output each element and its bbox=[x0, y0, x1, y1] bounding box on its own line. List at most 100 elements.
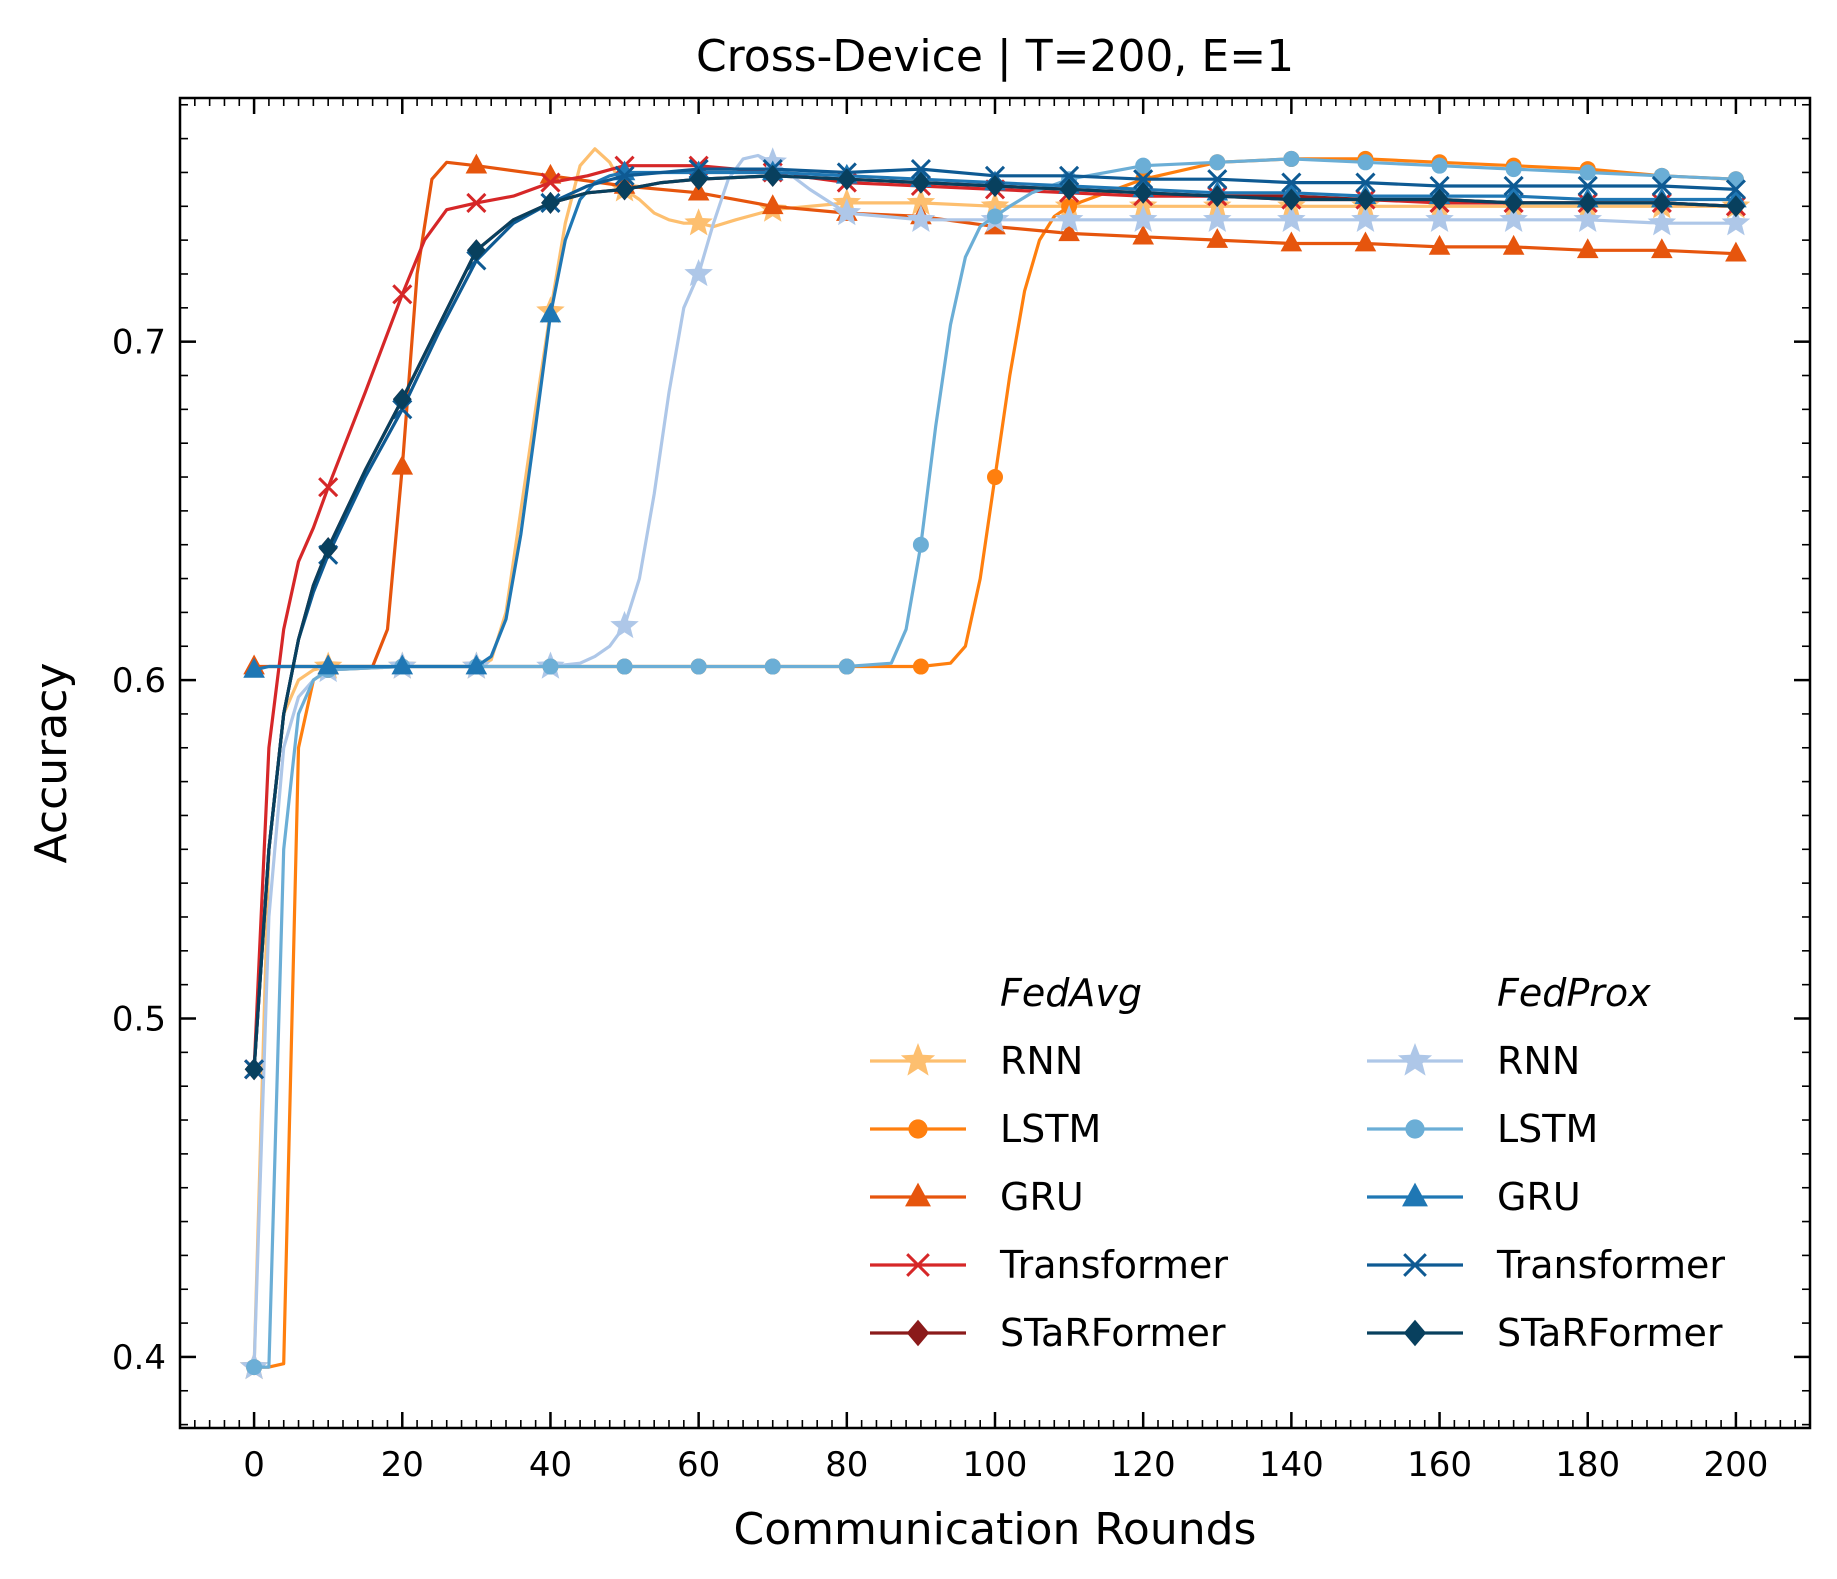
series-marker-fp-starformer bbox=[1578, 191, 1598, 214]
legend-group-title: FedProx bbox=[1497, 971, 1651, 1015]
series-marker-fa-gru bbox=[1280, 231, 1303, 252]
legend-marker bbox=[900, 1043, 936, 1076]
series-marker-fp-gru bbox=[391, 654, 414, 675]
series-marker-fa-gru bbox=[1206, 228, 1229, 248]
series-marker-fp-starformer bbox=[615, 178, 634, 201]
series-marker-fp-gru bbox=[243, 657, 265, 678]
series-marker-fp-starformer bbox=[1504, 191, 1523, 214]
legend-item-fp-transformer: Transformer bbox=[1367, 1243, 1725, 1287]
series-marker-fa-gru bbox=[1502, 234, 1525, 255]
series-marker-fp-gru bbox=[317, 654, 339, 675]
series-marker-fp-rnn bbox=[832, 198, 862, 226]
series-marker-fp-transformer bbox=[1651, 175, 1672, 197]
legend-label: STaRFormer bbox=[1000, 1311, 1226, 1355]
series-marker-fp-transformer bbox=[1059, 165, 1080, 186]
series-marker-fa-gru bbox=[687, 180, 710, 201]
legend-label: LSTM bbox=[1000, 1107, 1101, 1151]
series-marker-fp-starformer bbox=[985, 174, 1005, 197]
legend-item-fp-gru: GRU bbox=[1367, 1175, 1581, 1219]
series-marker-fp-lstm bbox=[1357, 154, 1374, 171]
series-marker-fa-gru bbox=[1354, 231, 1377, 252]
ticks-layer bbox=[179, 98, 1811, 1428]
legend-item-fp-starformer: STaRFormer bbox=[1367, 1311, 1723, 1355]
series-marker-fp-rnn bbox=[1054, 204, 1084, 232]
series-marker-fp-starformer bbox=[1133, 181, 1153, 204]
legend-marker bbox=[1405, 1119, 1425, 1139]
series-marker-fp-transformer bbox=[1207, 169, 1228, 190]
series-marker-fp-starformer bbox=[1059, 178, 1079, 201]
series-marker-fp-starformer bbox=[1430, 188, 1449, 211]
legend-marker bbox=[1403, 1319, 1427, 1347]
x-tick-label: 40 bbox=[529, 1445, 572, 1485]
series-marker-fp-rnn bbox=[1647, 208, 1677, 236]
series-marker-fa-gru bbox=[1058, 221, 1080, 242]
x-tick-label: 180 bbox=[1555, 1445, 1620, 1485]
series-marker-fp-transformer bbox=[614, 165, 635, 186]
chart-title: Cross-Device | T=200, E=1 bbox=[696, 31, 1294, 82]
series-marker-fp-rnn bbox=[1721, 208, 1751, 236]
series-marker-fp-rnn bbox=[684, 259, 713, 287]
series-marker-fp-lstm bbox=[838, 658, 855, 675]
x-tick-label: 60 bbox=[677, 1445, 720, 1485]
series-marker-fa-gru bbox=[1576, 238, 1599, 259]
series-marker-fa-transformer bbox=[466, 192, 487, 213]
series-marker-fp-gru bbox=[465, 654, 488, 675]
series-marker-fp-lstm bbox=[1209, 154, 1226, 171]
series-marker-fa-rnn bbox=[906, 187, 936, 215]
series-marker-fp-transformer bbox=[910, 159, 931, 180]
series-marker-fp-transformer bbox=[1725, 179, 1746, 200]
series-fp-starformer bbox=[244, 164, 1746, 1081]
series-marker-fp-starformer bbox=[689, 168, 708, 191]
plot-frame bbox=[178, 96, 1812, 1430]
legend-item-fp-rnn: RNN bbox=[1367, 1039, 1580, 1083]
legend: FedAvg RNN LSTM GRU Transformer STaRFormer Fed… bbox=[870, 971, 1725, 1355]
legend-item-fa-transformer: Transformer bbox=[870, 1243, 1228, 1287]
legend-marker bbox=[908, 1119, 928, 1139]
series-marker-fa-gru bbox=[761, 194, 784, 215]
y-tick-label: 0.4 bbox=[112, 1338, 166, 1378]
series-marker-fp-rnn bbox=[1499, 204, 1528, 232]
series-marker-fp-lstm bbox=[616, 658, 633, 675]
legend-label: STaRFormer bbox=[1497, 1311, 1723, 1355]
series-marker-fp-lstm bbox=[1505, 161, 1522, 178]
series-marker-fp-transformer bbox=[1429, 175, 1450, 197]
legend-item-fa-rnn: RNN bbox=[870, 1039, 1083, 1083]
series-marker-fp-transformer bbox=[1281, 172, 1302, 193]
x-tick-label: 200 bbox=[1703, 1445, 1768, 1485]
series-marker-fp-gru bbox=[539, 302, 562, 323]
x-tick-label: 140 bbox=[1259, 1445, 1324, 1485]
series-marker-fp-starformer bbox=[244, 1058, 264, 1081]
legend-marker bbox=[906, 1319, 930, 1347]
series-marker-fp-starformer bbox=[1652, 191, 1672, 214]
legend-marker bbox=[905, 1182, 931, 1207]
legend-label: Transformer bbox=[1496, 1243, 1725, 1287]
x-tick-label: 120 bbox=[1111, 1445, 1176, 1485]
y-tick-label: 0.7 bbox=[112, 323, 166, 363]
series-marker-fp-lstm bbox=[912, 536, 929, 553]
series-marker-fa-gru bbox=[1132, 224, 1154, 245]
series-marker-fp-starformer bbox=[1282, 188, 1301, 211]
legend-marker bbox=[1403, 1253, 1427, 1277]
series-marker-fa-lstm bbox=[912, 658, 929, 675]
series-marker-fp-rnn bbox=[906, 204, 936, 232]
series-marker-fp-starformer bbox=[467, 239, 486, 262]
legend-label: RNN bbox=[1497, 1039, 1580, 1083]
series-marker-fp-rnn bbox=[1351, 204, 1380, 232]
series-marker-fp-transformer bbox=[1133, 169, 1154, 190]
legend-label: GRU bbox=[1000, 1175, 1084, 1219]
series-marker-fa-gru bbox=[1428, 234, 1451, 255]
series-marker-fp-starformer bbox=[763, 164, 783, 187]
legend-item-fp-lstm: LSTM bbox=[1367, 1107, 1598, 1151]
legend-label: Transformer bbox=[999, 1243, 1228, 1287]
x-tick-label: 160 bbox=[1407, 1445, 1472, 1485]
series-marker-fa-gru bbox=[465, 153, 488, 174]
legend-marker bbox=[1402, 1182, 1428, 1207]
series-marker-fa-rnn bbox=[1128, 191, 1158, 219]
series-marker-fp-starformer bbox=[392, 388, 412, 411]
series-marker-fp-lstm bbox=[1579, 164, 1596, 181]
legend-item-fa-gru: GRU bbox=[870, 1175, 1084, 1219]
series-marker-fp-lstm bbox=[542, 658, 559, 675]
legend-item-fa-lstm: LSTM bbox=[870, 1107, 1101, 1151]
series-marker-fp-starformer bbox=[911, 171, 931, 194]
series-marker-fp-starformer bbox=[1356, 188, 1375, 211]
